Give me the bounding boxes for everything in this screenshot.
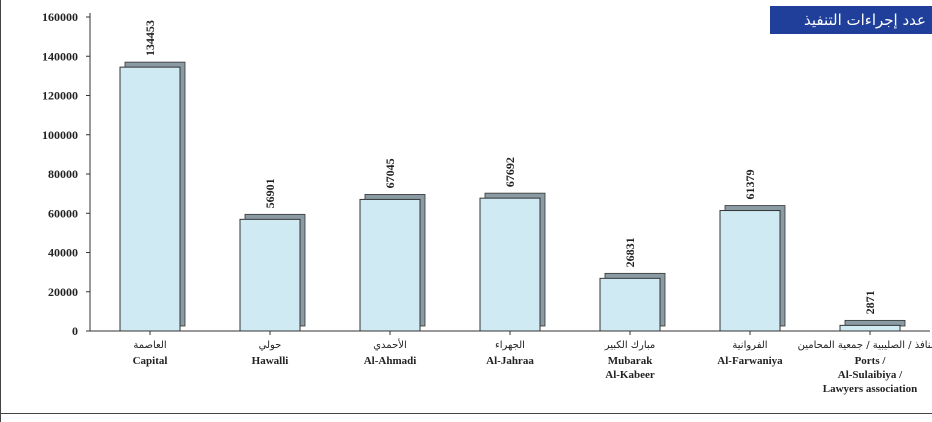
x-tick-label-arabic: حولي bbox=[259, 340, 282, 351]
x-tick-label-english: Al-Jahraa bbox=[486, 355, 534, 367]
x-tick-label-english: Lawyers association bbox=[823, 383, 917, 395]
y-tick-label: 100000 bbox=[42, 128, 78, 142]
frame-left-rule bbox=[0, 0, 1, 422]
y-tick-label: 160000 bbox=[42, 10, 78, 24]
bar bbox=[239, 218, 301, 332]
bar bbox=[719, 210, 781, 332]
bar bbox=[359, 198, 421, 332]
bar-group bbox=[119, 61, 186, 332]
bar-data-label: 67692 bbox=[503, 157, 517, 187]
x-tick-label-arabic: الجهراء bbox=[495, 340, 525, 351]
y-tick-label: 80000 bbox=[48, 167, 78, 181]
bar bbox=[119, 66, 181, 332]
bar-data-label: 2871 bbox=[863, 290, 877, 314]
x-tick-label-english: Mubarak bbox=[608, 355, 654, 367]
bar-data-label: 56901 bbox=[263, 178, 277, 208]
x-tick-label-arabic: الفروانية bbox=[732, 340, 767, 351]
y-tick-label: 20000 bbox=[48, 285, 78, 299]
bar-group bbox=[839, 319, 906, 332]
y-tick-label: 140000 bbox=[42, 49, 78, 63]
x-tick-label-arabic: مبارك الكبير bbox=[604, 340, 656, 351]
x-tick-label-english: Al-Kabeer bbox=[605, 369, 655, 381]
bar-data-label: 61379 bbox=[743, 170, 757, 200]
bar-data-label: 67045 bbox=[383, 158, 397, 188]
x-tick-label-english: Capital bbox=[133, 355, 168, 367]
x-tick-label-english: Ports / bbox=[855, 355, 887, 367]
bar-group bbox=[719, 205, 786, 332]
y-tick-label: 40000 bbox=[48, 246, 78, 260]
bar bbox=[839, 324, 901, 332]
bar-group bbox=[359, 194, 426, 332]
x-tick-label-english: Al-Ahmadi bbox=[364, 355, 417, 367]
y-tick-label: 120000 bbox=[42, 89, 78, 103]
bar-group bbox=[239, 213, 306, 332]
y-tick-label: 0 bbox=[72, 324, 78, 338]
frame-bottom-rule bbox=[0, 413, 932, 414]
bar-data-label: 134453 bbox=[143, 20, 157, 56]
bar-data-label: 26831 bbox=[623, 237, 637, 267]
x-tick-label-arabic: المنافذ / الصليبية / جمعية المحامين bbox=[798, 340, 932, 351]
x-tick-label-english: Hawalli bbox=[252, 355, 289, 367]
bar bbox=[479, 197, 541, 332]
bar-group bbox=[599, 272, 666, 332]
x-tick-label-english: Al-Farwaniya bbox=[717, 355, 783, 367]
x-tick-label-arabic: العاصمة bbox=[133, 340, 166, 351]
bar bbox=[599, 277, 661, 332]
x-tick-label-english: Al-Sulaibiya / bbox=[838, 369, 903, 381]
chart-header-tag: عدد إجراءات التنفيذ bbox=[770, 6, 932, 34]
x-tick-label-arabic: الأحمدي bbox=[373, 338, 407, 351]
y-tick-label: 60000 bbox=[48, 206, 78, 220]
bar-group bbox=[479, 192, 546, 332]
